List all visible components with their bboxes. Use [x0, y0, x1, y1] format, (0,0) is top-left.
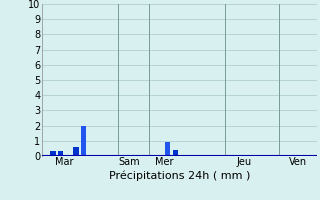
Bar [58, 151, 63, 156]
Bar [173, 150, 178, 156]
Bar [73, 147, 79, 156]
Bar [81, 126, 86, 156]
Bar [165, 142, 171, 156]
X-axis label: Précipitations 24h ( mm ): Précipitations 24h ( mm ) [108, 170, 250, 181]
Bar [50, 151, 56, 156]
